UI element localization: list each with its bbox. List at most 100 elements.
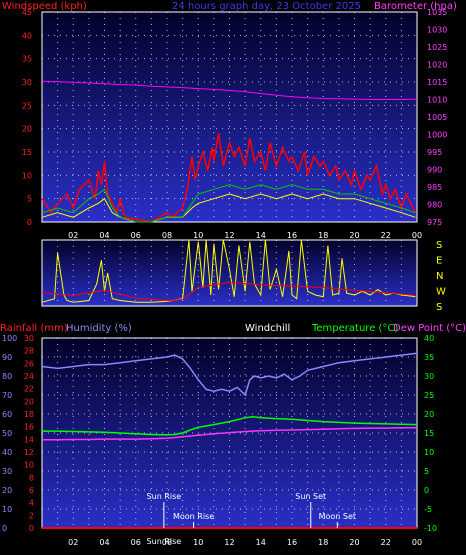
rain-tick: 28 xyxy=(24,347,34,356)
y-tick-right: 980 xyxy=(427,201,442,210)
barometer-axis-label: Barometer (hpa) xyxy=(374,1,457,12)
series-label: Dew Point (°C) xyxy=(393,323,466,334)
rain-tick: 6 xyxy=(29,486,34,495)
humidity-tick: 10 xyxy=(2,505,12,514)
humidity-tick: 0 xyxy=(2,524,7,533)
rain-tick: 2 xyxy=(29,511,34,520)
humidity-tick: 90 xyxy=(2,353,12,362)
y-tick-left: 15 xyxy=(22,148,32,157)
annotation-label: Moon Set xyxy=(319,512,356,521)
compass-label: W xyxy=(436,287,446,298)
rain-tick: 22 xyxy=(24,385,34,394)
rain-tick: 16 xyxy=(24,423,34,432)
wind-series-2 xyxy=(41,184,416,223)
y-tick-right: 985 xyxy=(427,183,442,192)
windspeed-axis-label: Windspeed (kph) xyxy=(2,1,87,12)
x-tick: 10 xyxy=(193,231,203,240)
temp-series-2 xyxy=(42,426,417,441)
annotation-label: Sun Rise xyxy=(147,492,182,501)
rain-tick: 24 xyxy=(24,372,34,381)
x-tick: 12 xyxy=(224,538,234,547)
rain-tick: 20 xyxy=(24,397,34,406)
x-tick: 16 xyxy=(287,231,297,240)
x-tick: 16 xyxy=(287,538,297,547)
wind-series-0 xyxy=(41,133,417,223)
y-tick-left: 45 xyxy=(22,8,32,17)
humidity-tick: 40 xyxy=(2,448,12,457)
temp-series-1 xyxy=(42,415,418,436)
x-tick: 08 xyxy=(162,231,172,240)
y-tick-left: 40 xyxy=(22,31,32,40)
temp-tick: 0 xyxy=(424,486,429,495)
temp-tick: 25 xyxy=(424,391,434,400)
rain-tick: 30 xyxy=(24,334,34,343)
temp-tick: 10 xyxy=(424,448,434,457)
x-tick: 20 xyxy=(349,538,359,547)
y-tick-right: 990 xyxy=(427,166,442,175)
annotation-label: Sun Set xyxy=(295,492,326,501)
chart-title: 24 hours graph day, 23 October 2025 xyxy=(172,1,361,12)
temp-series-0 xyxy=(41,352,418,397)
rain-tick: 4 xyxy=(29,499,34,508)
x-tick: 14 xyxy=(256,231,266,240)
temp-tick: -5 xyxy=(424,505,432,514)
humidity-tick: 100 xyxy=(2,334,17,343)
x-tick: 14 xyxy=(256,538,266,547)
y-tick-right: 1000 xyxy=(427,131,447,140)
compass-label: N xyxy=(436,271,443,282)
x-tick: 04 xyxy=(99,538,109,547)
x-tick: 10 xyxy=(193,538,203,547)
humidity-tick: 20 xyxy=(2,486,12,495)
rain-tick: 12 xyxy=(24,448,34,457)
series-label: Temperature (°C) xyxy=(311,323,398,334)
direction-series-0 xyxy=(41,239,416,303)
x-tick: 06 xyxy=(131,231,141,240)
y-tick-right: 1010 xyxy=(427,96,447,105)
x-tick: 02 xyxy=(68,231,78,240)
y-tick-right: 1005 xyxy=(427,113,447,122)
direction-series-1 xyxy=(41,281,416,302)
x-tick: 22 xyxy=(381,231,391,240)
y-tick-left: 30 xyxy=(22,78,32,87)
y-tick-right: 975 xyxy=(427,218,442,227)
y-tick-left: 5 xyxy=(27,195,32,204)
x-tick: 00 xyxy=(412,538,422,547)
temp-tick: 15 xyxy=(424,429,434,438)
y-tick-right: 1030 xyxy=(427,26,447,35)
y-tick-right: 1035 xyxy=(427,8,447,17)
x-tick: 08 xyxy=(162,538,172,547)
rain-tick: 8 xyxy=(29,473,34,482)
x-tick: 04 xyxy=(99,231,109,240)
series-label: Rainfall (mm) xyxy=(0,323,68,334)
temp-tick: 20 xyxy=(424,410,434,419)
temp-tick: -10 xyxy=(424,524,437,533)
x-tick: 20 xyxy=(349,231,359,240)
rain-tick: 0 xyxy=(29,524,34,533)
y-tick-left: 20 xyxy=(22,125,32,134)
x-tick: 22 xyxy=(381,538,391,547)
compass-label: S xyxy=(436,240,442,251)
x-tick: 06 xyxy=(131,538,141,547)
direction-panel xyxy=(41,239,418,307)
annotation-label: Sun Rise xyxy=(147,537,182,546)
temp-tick: 30 xyxy=(424,372,434,381)
wind-series-3 xyxy=(41,80,418,100)
x-tick: 02 xyxy=(68,538,78,547)
rain-tick: 10 xyxy=(24,461,34,470)
y-tick-right: 1015 xyxy=(427,78,447,87)
humidity-tick: 80 xyxy=(2,372,12,381)
x-tick: 18 xyxy=(318,231,328,240)
x-tick: 12 xyxy=(224,231,234,240)
y-tick-left: 0 xyxy=(27,218,32,227)
x-tick: 18 xyxy=(318,538,328,547)
y-tick-left: 35 xyxy=(22,55,32,64)
humidity-tick: 70 xyxy=(2,391,12,400)
humidity-tick: 50 xyxy=(2,429,12,438)
y-tick-right: 1025 xyxy=(427,43,447,52)
x-tick: 00 xyxy=(412,231,422,240)
y-tick-left: 25 xyxy=(22,101,32,110)
temp-tick: 35 xyxy=(424,353,434,362)
annotation-label: Moon Rise xyxy=(173,512,214,521)
y-tick-left: 10 xyxy=(22,171,32,180)
rain-tick: 26 xyxy=(24,359,34,368)
